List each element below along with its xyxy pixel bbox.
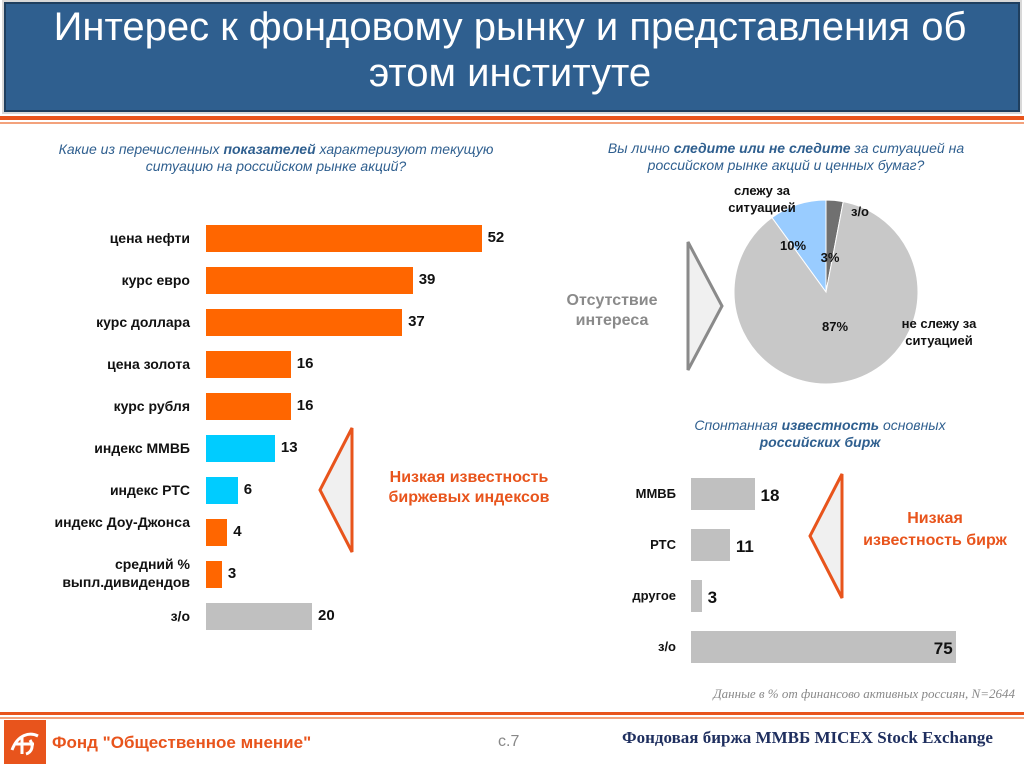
exchanges-callout-text: Низкая известность бирж: [863, 510, 1007, 549]
fom-logo-icon: [4, 720, 46, 764]
exchange-bar: [691, 580, 702, 612]
bar-category-label: индекс Доу-Джонса: [54, 514, 191, 530]
right-question-bold: следите или не следите: [673, 140, 851, 156]
exchange-value-label: 75: [933, 639, 953, 658]
exchange-category-label: ММВБ: [635, 486, 676, 501]
pie-pct-follow: 10%: [779, 238, 807, 253]
pie-pct-no-answer: 3%: [820, 250, 840, 265]
bar-value-label: 16: [296, 355, 314, 372]
exchange-category-label: другое: [632, 588, 676, 603]
bar: [206, 561, 222, 588]
bar: [206, 267, 413, 294]
bar-category-label: курс рубля: [113, 398, 190, 414]
exchanges-question-bold: известность: [781, 417, 880, 433]
title-banner: [4, 2, 1020, 112]
bar-value-label: 52: [487, 229, 505, 246]
right-question-post: за ситуацией на российском рынке акций и…: [647, 140, 965, 173]
indices-callout-arrow: [318, 427, 354, 553]
pie-pct-not-follow: 87%: [821, 319, 849, 334]
bar-category-label: индекс ММВБ: [94, 440, 190, 456]
exchange-value-label: 11: [735, 537, 754, 556]
footnote: Данные в % от финансово активных россиян…: [713, 686, 1015, 701]
bar-category-label: средний % выпл.дивидендов: [62, 556, 190, 590]
bar: [206, 309, 403, 336]
page-number: с.7: [498, 733, 520, 750]
pie-label-not-follow: не слежу за ситуацией: [901, 316, 977, 348]
bar-category-label: курс доллара: [96, 314, 190, 330]
footer-divider-thin: [0, 717, 1024, 719]
left-question: Какие из перечисленных показателей харак…: [52, 141, 500, 175]
exchanges-question-pre: Спонтанная: [694, 417, 782, 433]
bar: [206, 225, 482, 252]
page-title: Интерес к фондовому рынку и представлени…: [53, 5, 967, 95]
pie-label-no-answer: з/о: [850, 204, 869, 219]
bar-value-label: 4: [233, 523, 242, 540]
pie-label-follow: слежу за ситуацией: [728, 183, 796, 215]
header-divider-thin: [0, 122, 1024, 124]
exchange-bar: [691, 631, 956, 663]
micex-logo-icon: Фондовая биржа ММВБ MICEX Stock Exchange: [622, 728, 993, 747]
bar-value-label: 13: [280, 439, 298, 456]
left-question-bold: показателей: [223, 141, 316, 157]
exchanges-question-mid: основных: [879, 417, 946, 433]
bar-category-label: цена нефти: [109, 230, 190, 246]
exchange-category-label: РТС: [650, 537, 676, 552]
bar-category-label: индекс РТС: [109, 482, 190, 498]
bar-category-label: цена золота: [107, 356, 190, 372]
bar-category-label: з/о: [170, 608, 190, 624]
left-question-post: характеризуют текущую ситуацию на россий…: [145, 141, 494, 174]
exchange-bar: [691, 529, 730, 561]
following-pie-chart: [733, 199, 919, 385]
bar-value-label: 3: [227, 565, 237, 582]
bar: [206, 351, 291, 378]
exchange-value-label: 3: [707, 588, 718, 607]
bar-category-label: курс евро: [121, 272, 190, 288]
bar-value-label: 37: [408, 313, 425, 330]
exchanges-callout-arrow: [808, 473, 844, 599]
exchanges-question: Спонтанная известность основных российск…: [640, 417, 1000, 451]
exchange-category-label: з/о: [657, 639, 676, 654]
bar: [206, 435, 275, 462]
bar: [206, 519, 228, 546]
right-question-pre: Вы лично: [607, 140, 674, 156]
right-question: Вы лично следите или не следите за ситуа…: [588, 140, 984, 174]
org-name: Фонд "Общественное мнение": [52, 733, 312, 752]
exchange-bar: [691, 478, 755, 510]
exchanges-bar-chart: ММВБ 18 РТС 11 другое 3 з/о 75: [560, 470, 1020, 670]
bar-value-label: 6: [243, 481, 253, 498]
bar-value-label: 16: [296, 397, 314, 414]
bar: [206, 477, 238, 504]
bar: [206, 603, 312, 630]
indicators-bar-chart: цена нефти 52 курс евро 39 курс доллара 37 цен…: [0, 225, 560, 645]
indices-callout-text: Низкая известность биржевых индексов: [388, 469, 550, 506]
left-question-pre: Какие из перечисленных: [58, 141, 224, 157]
header-divider: [0, 116, 1024, 120]
header: Интерес к фондовому рынку и представлени…: [0, 0, 1024, 112]
no-interest-arrow: [686, 241, 724, 371]
pie-slice: [733, 201, 919, 385]
bar-value-label: 39: [418, 271, 436, 288]
exchanges-question-bold2: российских бирж: [759, 434, 881, 450]
bar: [206, 393, 291, 420]
no-interest-text: Отсутствие интереса: [566, 292, 658, 329]
footer-divider: [0, 712, 1024, 715]
exchange-value-label: 18: [760, 486, 780, 505]
bar-value-label: 20: [318, 607, 335, 624]
